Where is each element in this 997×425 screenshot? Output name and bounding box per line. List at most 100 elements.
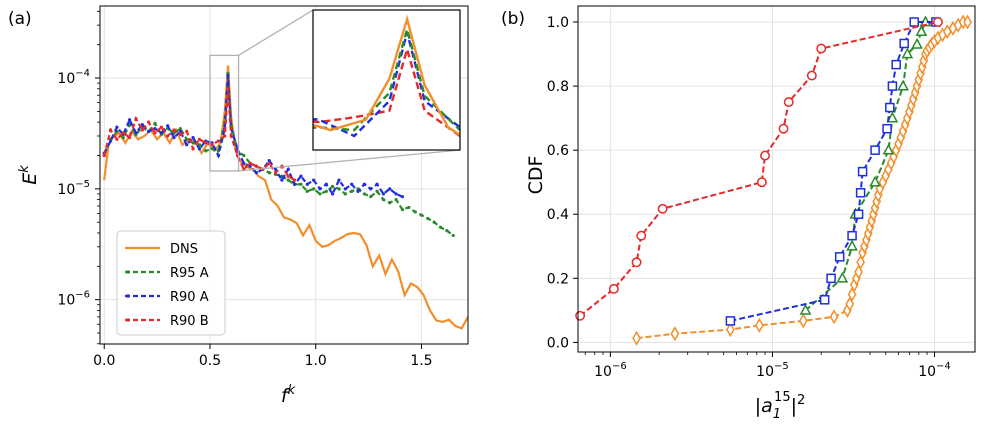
data-point-square: [887, 81, 898, 91]
y-tick-label: 1.0: [547, 15, 569, 31]
data-point: [267, 171, 271, 175]
data-point: [210, 143, 214, 147]
data-point: [159, 125, 163, 129]
data-point-square: [834, 252, 845, 262]
data-point: [343, 192, 347, 196]
panel-b-cdf-chart: 10−6 10−5 10−4 0.0 0.2 0.4 0.6 0.8 1.0: [547, 5, 976, 380]
data-point: [362, 182, 366, 186]
data-point: [185, 137, 189, 141]
data-point-square: [870, 145, 880, 155]
data-point-circle: [636, 230, 647, 241]
data-point: [134, 117, 138, 121]
data-point-triangle: [915, 25, 928, 36]
data-point: [445, 229, 449, 233]
y-tick-label: 0.2: [547, 271, 569, 287]
data-point-circle: [575, 310, 586, 321]
legend-box: [116, 230, 226, 336]
data-point: [331, 192, 335, 196]
data-point: [172, 128, 176, 132]
x-tick-label: 10−5: [756, 361, 789, 380]
x-tick-label: 0.0: [93, 353, 115, 369]
data-point: [280, 178, 284, 182]
legend-label: DNS: [170, 242, 198, 257]
data-point: [451, 233, 455, 238]
data-point: [318, 187, 322, 191]
data-point: [286, 178, 290, 182]
data-point-circle: [806, 70, 817, 81]
data-point-triangle: [799, 303, 812, 315]
data-point: [375, 189, 379, 193]
legend-label: R95 A: [170, 266, 209, 281]
legend-marker: [126, 294, 130, 298]
data-point-square: [857, 166, 868, 177]
data-point-triangle: [846, 239, 858, 251]
data-point: [337, 187, 341, 191]
data-point-triangle: [882, 143, 895, 155]
data-point: [134, 131, 138, 135]
data-point-diamond: [632, 330, 641, 346]
data-point: [292, 178, 297, 182]
data-point-diamond: [726, 322, 735, 338]
data-point: [121, 131, 125, 135]
x-tick-label: 0.5: [199, 353, 221, 369]
data-point: [254, 164, 259, 168]
data-point: [312, 178, 316, 182]
panel-b-label: (b): [501, 9, 525, 29]
data-point-triangle: [897, 79, 909, 91]
data-point: [140, 123, 144, 127]
data-point: [407, 205, 411, 210]
data-point-circle: [756, 177, 767, 188]
cdf-line-dns: [636, 21, 968, 340]
data-point: [381, 197, 386, 202]
panel-a-label: (a): [8, 9, 32, 29]
y-tick-label: 10−6: [57, 290, 90, 309]
cdf-line-r90-b: [579, 21, 939, 317]
inset-line-r95-a: [313, 24, 460, 132]
data-point: [400, 207, 405, 212]
data-point: [229, 134, 233, 138]
data-point-diamond: [798, 313, 808, 329]
panel-a-spectrum-chart: 0.0 0.5 1.0 1.5 10−6 10−5 10−4 DNS R95 A R90 A R90…: [57, 5, 469, 369]
data-point: [350, 189, 354, 193]
data-point-square: [819, 295, 830, 305]
zoom-connector: [238, 149, 461, 172]
x-tick-label: 1.5: [410, 353, 432, 369]
data-point: [191, 147, 195, 151]
legend: DNS R95 A R90 A R90 B: [116, 230, 226, 336]
data-point: [337, 178, 341, 182]
y-tick-label: 0.0: [547, 335, 569, 351]
data-point: [166, 134, 170, 138]
data-point: [178, 132, 182, 136]
data-point: [185, 129, 189, 133]
data-point: [147, 129, 151, 133]
data-point: [102, 153, 106, 158]
y-tick-label: 0.6: [547, 143, 569, 159]
data-point: [153, 121, 157, 125]
data-point: [312, 187, 316, 191]
data-point-square: [882, 123, 892, 134]
data-point: [324, 189, 328, 193]
data-point: [226, 87, 230, 91]
data-point: [153, 126, 157, 131]
data-point: [254, 171, 259, 175]
zoom-connector: [238, 9, 314, 56]
data-point-circle: [760, 150, 770, 161]
data-point-square: [909, 17, 919, 27]
data-point-circle: [783, 97, 794, 108]
data-point: [108, 139, 113, 143]
data-point: [226, 71, 230, 76]
data-point: [166, 124, 170, 128]
data-point-triangle: [911, 37, 923, 49]
data-point-circle: [816, 43, 827, 54]
data-point: [343, 187, 347, 191]
data-point: [204, 141, 208, 145]
data-point-square: [855, 188, 866, 198]
data-point: [121, 136, 125, 140]
legend-marker: [126, 318, 130, 322]
data-point-diamond: [754, 317, 764, 333]
legend-label: R90 B: [170, 314, 209, 329]
y-tick-label: 0.4: [547, 207, 569, 223]
data-point-square: [885, 102, 895, 113]
data-point: [178, 126, 182, 131]
data-point: [388, 187, 392, 191]
